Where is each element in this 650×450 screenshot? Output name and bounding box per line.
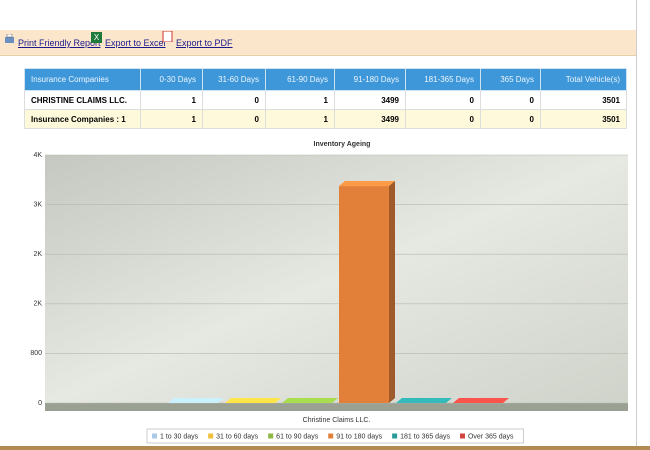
print-icon <box>5 34 14 43</box>
chart: Inventory Ageing 0 800 2K 2K 3K 4K Christine C… <box>30 141 628 444</box>
table-row: CHRISTINE CLAIMS LLC. 1 0 1 3499 0 0 3501 <box>24 90 627 110</box>
table-cell: 0 <box>202 109 266 129</box>
table-cell: 3499 <box>334 90 406 110</box>
y-tick-label: 800 <box>30 350 42 357</box>
column-header: 0-30 Days <box>140 68 203 91</box>
footer-strip <box>0 446 650 450</box>
svg-text:X: X <box>94 33 100 42</box>
table-cell: 1 <box>140 109 203 129</box>
chart-title: Inventory Ageing <box>314 141 371 148</box>
table-row: Insurance Companies : 1 1 0 1 3499 0 0 3501 <box>24 109 627 129</box>
print-link[interactable]: Print Friendly Report <box>18 38 101 48</box>
column-header: 181-365 Days <box>405 68 481 91</box>
legend-label: 91 to 180 days <box>336 433 382 440</box>
legend-swatch <box>328 433 334 439</box>
column-header: 61-90 Days <box>265 68 335 91</box>
column-header: Insurance Companies <box>24 68 141 91</box>
legend-swatch <box>459 433 465 439</box>
column-header: Total Vehicle(s) <box>540 68 627 91</box>
toolbar: Print Friendly Report X Export to Excel … <box>0 30 636 56</box>
excel-icon: X <box>91 32 102 43</box>
legend-label: Over 365 days <box>468 433 514 440</box>
column-header: 365 Days <box>480 68 541 91</box>
bar-top <box>282 397 338 403</box>
y-tick-label: 0 <box>38 400 42 407</box>
table-cell: 3501 <box>540 90 627 110</box>
data-table: Insurance Companies 0-30 Days 31-60 Days 61… <box>24 68 627 129</box>
table-cell: CHRISTINE CLAIMS LLC. <box>24 90 141 110</box>
table-cell: 3501 <box>540 109 627 129</box>
table-cell: Insurance Companies : 1 <box>24 109 141 129</box>
legend-label: 1 to 30 days <box>160 433 199 440</box>
bar-side <box>389 181 395 403</box>
plot-area <box>45 155 628 403</box>
legend-swatch <box>152 433 157 439</box>
y-tick-label: 3K <box>33 201 42 208</box>
legend-swatch <box>268 433 274 439</box>
legend-swatch <box>392 433 398 439</box>
table-cell: 1 <box>265 109 335 129</box>
column-header: 31-60 Days <box>202 68 266 91</box>
table-cell: 0 <box>405 109 481 129</box>
table-cell: 1 <box>140 90 203 110</box>
column-header: 91-180 Days <box>334 68 406 91</box>
table-cell: 0 <box>405 90 481 110</box>
bar-top <box>396 398 452 403</box>
bar-top <box>225 398 281 403</box>
divider <box>636 0 637 450</box>
excel-link[interactable]: Export to Excel <box>105 38 166 48</box>
bar-side <box>218 397 224 403</box>
legend-label: 181 to 365 days <box>400 433 450 440</box>
pdf-icon <box>162 31 173 42</box>
table-cell: 1 <box>265 90 335 110</box>
x-tick-label: Christine Claims LLC. <box>303 417 371 424</box>
bar-top <box>453 398 509 403</box>
floor <box>45 403 628 411</box>
table-cell: 0 <box>480 90 541 110</box>
bar-top <box>168 397 224 403</box>
bar-top <box>339 181 395 187</box>
bar-side <box>332 397 338 403</box>
legend-label: 31 to 60 days <box>216 433 259 440</box>
table-cell: 3499 <box>334 109 406 129</box>
table-cell: 0 <box>202 90 266 110</box>
bar <box>339 186 389 403</box>
legend-swatch <box>208 433 214 439</box>
y-tick-label: 2K <box>33 301 42 308</box>
legend-box <box>146 428 524 444</box>
pdf-link[interactable]: Export to PDF <box>176 38 233 48</box>
y-tick-label: 4K <box>33 152 42 159</box>
table-cell: 0 <box>480 109 541 129</box>
legend-label: 61 to 90 days <box>276 433 319 440</box>
y-tick-label: 2K <box>33 251 42 258</box>
